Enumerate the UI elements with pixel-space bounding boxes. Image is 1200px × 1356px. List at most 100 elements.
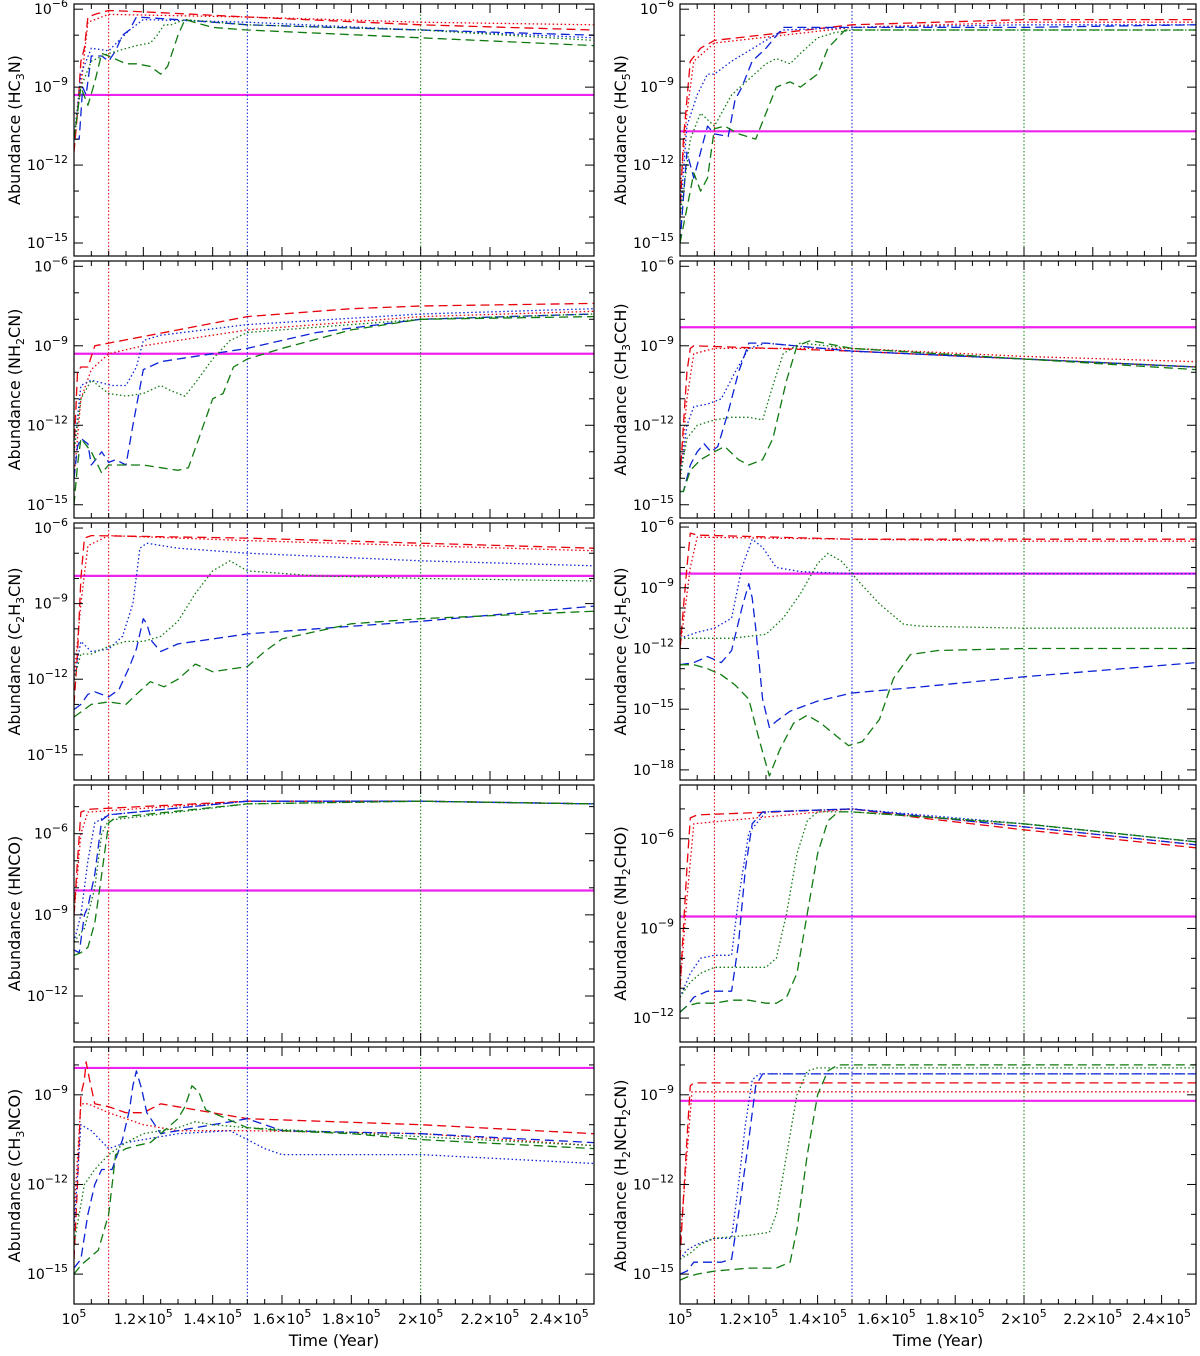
series-blue-dotted — [680, 342, 1196, 479]
y-axis-label: Abundance (H2NCH2CN) — [611, 1079, 633, 1271]
x-tick-label: 2.2×105 — [1063, 1307, 1122, 1328]
plot-area — [680, 1047, 1196, 1304]
y-tick-label: 10−6 — [640, 827, 674, 848]
x-tick-label: 2.4×105 — [1132, 1307, 1191, 1328]
series-green-dotted — [74, 1121, 594, 1245]
y-tick-label: 10−15 — [633, 697, 674, 718]
panel-h2nch2cn: 10−15 10−12 10−9 Abundance (H2NCH2CN) 105 1.2… — [611, 1046, 1197, 1350]
y-tick-label: 10−6 — [640, 0, 674, 18]
series-blue-dashed — [680, 342, 1196, 493]
series-red-dotted — [74, 13, 594, 140]
x-tick-label: 1.4×105 — [788, 1307, 847, 1328]
panel-ch3cch: 10−15 10−12 10−9 10−6 Abundance (CH3CCH) — [611, 254, 1197, 519]
plot-frame — [679, 260, 1197, 519]
series-red-dotted — [74, 534, 594, 680]
y-tick-label: 10−9 — [34, 75, 68, 96]
series-red-dashed — [74, 302, 594, 452]
series-red-dashed — [680, 532, 1196, 649]
series-red-dotted — [680, 808, 1196, 989]
series-green-dashed — [680, 1064, 1196, 1281]
x-tick-label: 1.6×105 — [857, 1307, 916, 1328]
panel-nh2cho: 10−12 10−9 10−6 Abundance (NH2CHO) — [611, 784, 1197, 1043]
series-red-dashed — [680, 345, 1196, 479]
series-blue-dashed — [680, 808, 1196, 1013]
series-red-dashed — [74, 9, 594, 153]
series-blue-dotted — [680, 808, 1196, 998]
series-green-dashed — [74, 800, 594, 957]
y-tick-label: 10−15 — [633, 1262, 674, 1283]
plot-frame — [73, 522, 595, 781]
y-tick-label: 10−12 — [27, 667, 68, 688]
y-tick-label: 10−6 — [34, 822, 68, 843]
y-tick-label: 10−9 — [640, 916, 674, 937]
y-tick-label: 10−15 — [27, 493, 68, 514]
series-red-dotted — [680, 536, 1196, 649]
x-tick-label: 1.8×105 — [926, 1307, 985, 1328]
x-tick-label: 105 — [62, 1307, 87, 1328]
series-green-dotted — [74, 800, 594, 943]
series-blue-dashed — [680, 1073, 1196, 1275]
series-green-dotted — [680, 342, 1196, 479]
panel-nh2cn: 10−15 10−12 10−9 10−6 Abundance (NH2CN) — [5, 254, 595, 519]
y-axis-label: Abundance (HNCO) — [5, 836, 24, 991]
series-blue-dashed — [680, 583, 1196, 729]
series-blue-dotted — [680, 24, 1196, 218]
y-tick-label: 10−12 — [27, 1172, 68, 1193]
series-blue-dotted — [74, 542, 594, 680]
series-red-dashed — [680, 808, 1196, 989]
series-green-dotted — [74, 18, 594, 140]
panel-hnco: 10−12 10−9 10−6 Abundance (HNCO) — [5, 784, 595, 1043]
series-red-dashed — [74, 534, 594, 705]
series-green-dashed — [74, 1085, 594, 1275]
y-tick-label: 10−12 — [633, 413, 674, 434]
y-tick-label: 10−9 — [34, 1083, 68, 1104]
series-red-dotted — [74, 310, 594, 479]
plot-area — [74, 785, 594, 1042]
panel-hc3n: 10−15 10−12 10−9 10−6 Abundance (HC3N) — [5, 0, 595, 257]
series-green-dotted — [680, 1067, 1196, 1260]
plot-area — [680, 785, 1196, 1042]
series-blue-dotted — [74, 18, 594, 140]
y-tick-label: 10−12 — [27, 413, 68, 434]
x-tick-label: 105 — [668, 1307, 693, 1328]
x-tick-label: 2.2×105 — [461, 1307, 520, 1328]
y-tick-label: 10−18 — [633, 758, 674, 779]
series-green-dashed — [74, 315, 594, 505]
y-tick-label: 10−9 — [34, 592, 68, 613]
series-red-dotted — [74, 1103, 594, 1215]
series-blue-dotted — [74, 308, 594, 452]
x-tick-label: 1.6×105 — [253, 1307, 312, 1328]
plot-frame — [73, 784, 595, 1043]
y-axis-label: Abundance (C2H3CN) — [5, 567, 27, 735]
series-blue-dashed — [74, 605, 594, 711]
x-axis-title: Time (Year) — [892, 1331, 984, 1350]
y-tick-label: 10−12 — [633, 1172, 674, 1193]
y-tick-label: 10−6 — [34, 516, 68, 537]
series-red-dashed — [680, 1082, 1196, 1260]
series-green-dotted — [680, 811, 1196, 998]
series-red-dotted — [680, 347, 1196, 479]
x-tick-label: 1.8×105 — [322, 1307, 381, 1328]
y-tick-label: 10−15 — [633, 231, 674, 252]
y-tick-label: 10−9 — [34, 334, 68, 355]
panel-ch3nco: 10−15 10−12 10−9 Abundance (CH3NCO) 105 1.2×1… — [5, 1046, 595, 1350]
y-tick-label: 10−12 — [27, 153, 68, 174]
x-tick-label: 2×105 — [398, 1307, 443, 1328]
y-tick-label: 10−15 — [633, 493, 674, 514]
y-axis-label: Abundance (NH2CN) — [5, 309, 27, 471]
series-green-dotted — [680, 29, 1196, 218]
y-axis-label: Abundance (CH3CCH) — [611, 303, 633, 475]
x-tick-label: 1.2×105 — [114, 1307, 173, 1328]
series-red-dashed — [74, 1061, 594, 1260]
y-tick-label: 10−12 — [633, 153, 674, 174]
series-red-dotted — [680, 21, 1196, 192]
series-blue-dotted — [680, 1073, 1196, 1260]
series-blue-dashed — [74, 800, 594, 954]
plot-area — [680, 523, 1196, 780]
plot-area — [74, 4, 594, 256]
y-tick-label: 10−9 — [640, 1083, 674, 1104]
series-green-dashed — [74, 610, 594, 718]
y-axis-label: Abundance (CH3NCO) — [5, 1089, 27, 1263]
y-tick-label: 10−6 — [640, 515, 674, 536]
